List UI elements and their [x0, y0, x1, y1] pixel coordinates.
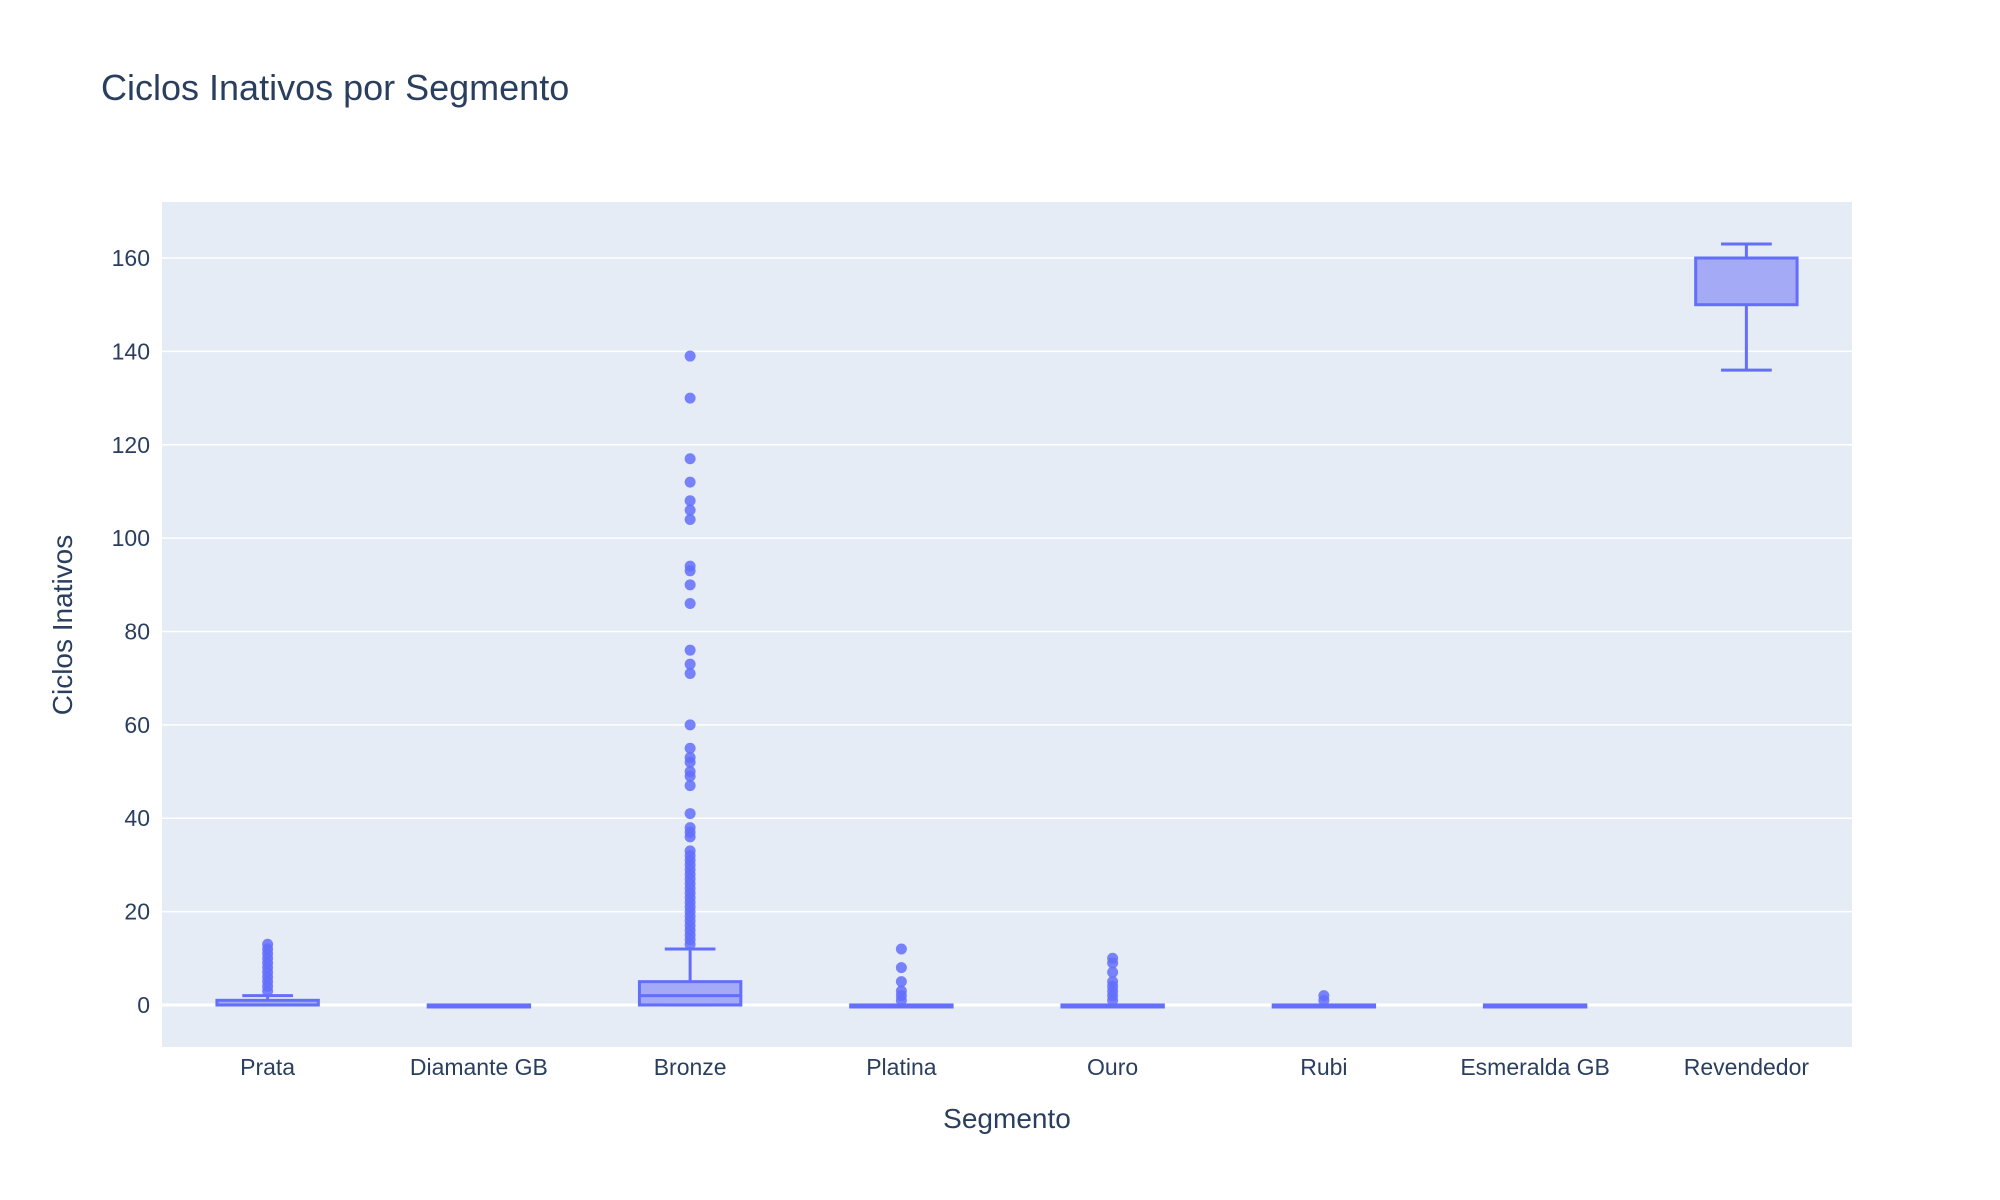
outlier-point — [1318, 990, 1330, 1002]
outlier-point — [1107, 976, 1119, 988]
y-tick-label: 100 — [112, 525, 150, 551]
outlier-point — [684, 766, 696, 778]
y-tick-label: 160 — [112, 245, 150, 271]
outlier-point — [895, 943, 907, 955]
outlier-point — [684, 780, 696, 792]
outlier-point — [684, 845, 696, 857]
box-platina — [849, 943, 954, 1009]
outlier-point — [684, 668, 696, 680]
y-tick-label: 0 — [137, 992, 150, 1018]
outlier-point — [262, 938, 274, 950]
x-tick-label: Esmeralda GB — [1460, 1054, 1610, 1080]
outlier-point — [684, 560, 696, 572]
outlier-point — [684, 808, 696, 820]
box-bronze — [637, 350, 743, 1007]
x-tick-label: Prata — [240, 1054, 295, 1080]
outlier-point — [684, 644, 696, 656]
box-prata — [215, 938, 320, 1007]
y-tick-label: 60 — [124, 712, 150, 738]
y-axis-title: Ciclos Inativos — [47, 535, 78, 716]
outlier-point — [684, 392, 696, 404]
box-ouro — [1060, 952, 1165, 1009]
outlier-point — [684, 513, 696, 525]
x-tick-label: Ouro — [1087, 1054, 1138, 1080]
x-tick-label: Bronze — [654, 1054, 727, 1080]
outlier-point — [684, 453, 696, 465]
box-diamante-gb — [426, 1003, 532, 1009]
box-rubi — [1271, 990, 1377, 1009]
x-tick-label: Diamante GB — [410, 1054, 548, 1080]
box-esmeralda-gb — [1482, 1003, 1588, 1009]
y-tick-label: 40 — [124, 805, 150, 831]
outlier-point — [684, 476, 696, 488]
outlier-point — [684, 579, 696, 591]
outlier-point — [684, 597, 696, 609]
x-tick-label: Rubi — [1300, 1054, 1347, 1080]
y-tick-label: 20 — [124, 899, 150, 925]
outlier-point — [684, 822, 696, 834]
outlier-point — [1107, 952, 1119, 964]
outlier-point — [895, 976, 907, 988]
outlier-point — [684, 658, 696, 670]
outlier-point — [895, 962, 907, 974]
outlier-point — [684, 719, 696, 731]
x-tick-label: Revendedor — [1684, 1054, 1810, 1080]
outlier-point — [684, 742, 696, 754]
x-tick-label: Platina — [866, 1054, 937, 1080]
boxes — [215, 242, 1799, 1009]
x-tick-labels: Prata Diamante GB Bronze Platina Ouro Rubi Esm… — [240, 1054, 1809, 1080]
outlier-point — [684, 495, 696, 507]
box-revendedor — [1694, 242, 1799, 372]
plot-area — [162, 202, 1852, 1047]
y-tick-label: 120 — [112, 432, 150, 458]
outlier-point — [684, 752, 696, 764]
outlier-point — [1107, 966, 1119, 978]
x-axis-title: Segmento — [943, 1103, 1071, 1134]
outlier-point — [684, 504, 696, 516]
y-tick-label: 140 — [112, 338, 150, 364]
box-iqr — [637, 980, 743, 1007]
y-tick-labels: 0 20 40 60 80 100 120 140 160 — [112, 245, 150, 1018]
outlier-point — [895, 985, 907, 997]
chart-title: Ciclos Inativos por Segmento — [101, 67, 569, 108]
box-iqr — [1694, 256, 1799, 307]
outlier-point — [684, 350, 696, 362]
y-tick-label: 80 — [124, 619, 150, 645]
